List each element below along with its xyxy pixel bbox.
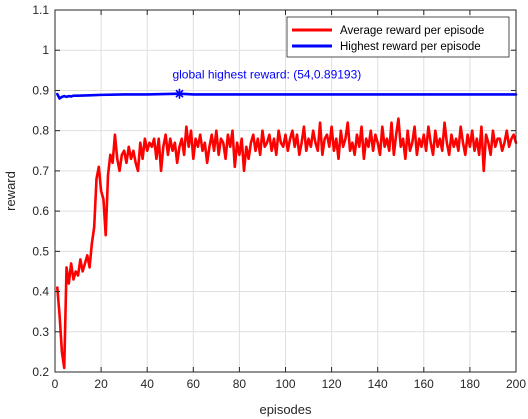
x-tick-label: 100 [275, 377, 295, 391]
x-tick-label: 80 [233, 377, 247, 391]
series-layer [55, 92, 518, 370]
global-highest-marker [174, 88, 185, 99]
axis-ticks [54, 9, 517, 373]
x-tick-label: 140 [368, 377, 388, 391]
x-tick-label: 0 [52, 377, 59, 391]
y-tick-label: 0.4 [32, 285, 49, 299]
x-tick-label: 200 [506, 377, 526, 391]
series-line-average [55, 117, 518, 370]
y-tick-label: 1 [42, 43, 49, 57]
legend-label-highest: Highest reward per episode [340, 41, 481, 53]
legend-box [286, 16, 510, 58]
y-tick-labels: 0.2 0.3 0.4 0.5 0.6 0.7 0.8 0.9 1 1.1 [32, 3, 49, 379]
y-tick-label: 0.2 [32, 365, 49, 379]
x-tick-label: 20 [94, 377, 108, 391]
legend: Average reward per episode Highest rewar… [286, 16, 510, 58]
x-tick-labels: 0 20 40 60 80 100 120 140 160 180 200 [52, 377, 527, 391]
y-tick-label: 0.5 [32, 244, 49, 258]
legend-label-average: Average reward per episode [340, 25, 484, 37]
y-tick-label: 0.6 [32, 204, 49, 218]
y-tick-label: 0.8 [32, 124, 49, 138]
y-tick-label: 1.1 [32, 3, 49, 17]
x-tick-label: 120 [322, 377, 342, 391]
global-highest-annotation: global highest reward: (54,0.89193) [172, 68, 361, 82]
x-tick-label: 160 [414, 377, 434, 391]
x-tick-label: 180 [460, 377, 480, 391]
x-tick-label: 60 [187, 377, 201, 391]
y-tick-label: 0.3 [32, 325, 49, 339]
x-tick-label: 40 [141, 377, 155, 391]
series-line-highest [55, 92, 518, 100]
x-axis-label: episodes [259, 402, 312, 417]
y-axis-label: reward [3, 171, 18, 211]
y-tick-label: 0.9 [32, 83, 49, 97]
y-tick-label: 0.7 [32, 164, 49, 178]
annotation-layer: global highest reward: (54,0.89193) [172, 68, 361, 99]
